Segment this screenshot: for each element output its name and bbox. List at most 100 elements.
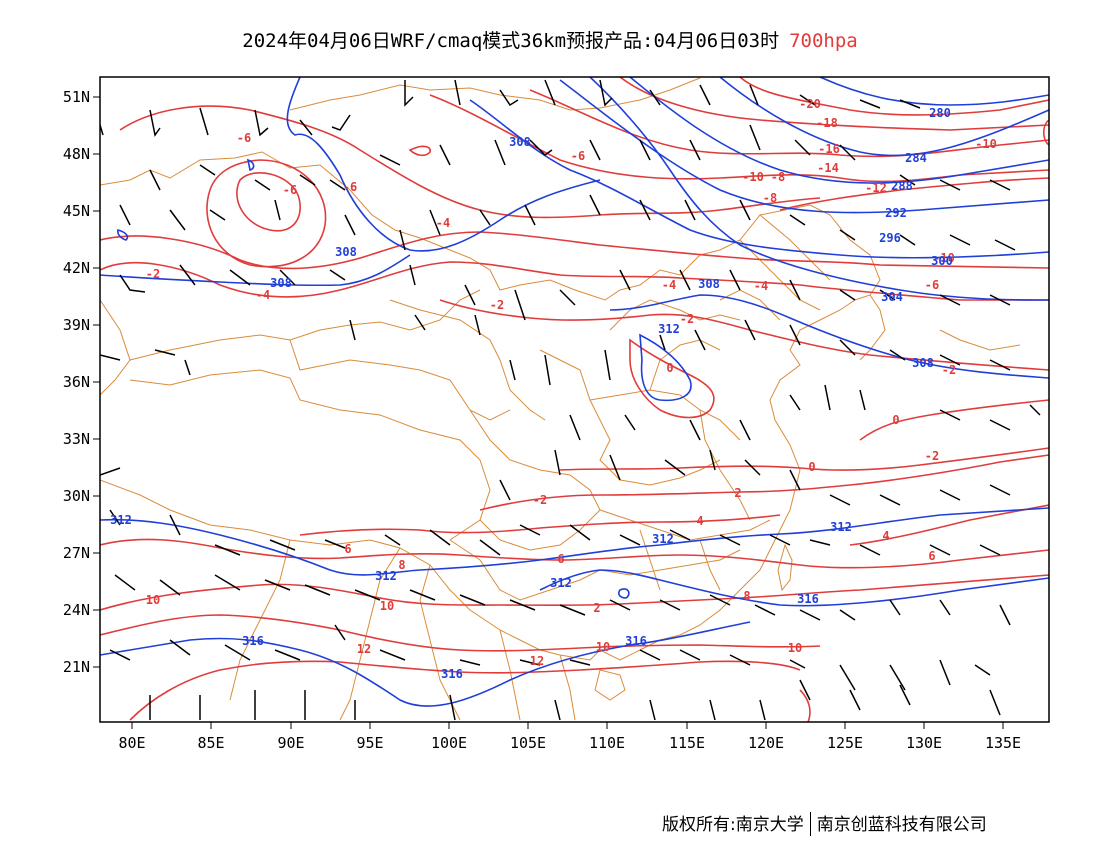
temperature-label: 10: [380, 599, 394, 613]
temperature-label: 6: [928, 549, 935, 563]
temperature-label: -2: [942, 363, 956, 377]
lat-label: 36N: [63, 373, 90, 391]
isotherm-line: [439, 299, 1049, 371]
height-label: 312: [110, 513, 132, 527]
height-label: 316: [441, 667, 463, 681]
height-label: 312: [550, 576, 572, 590]
temperature-label: -12: [865, 181, 887, 195]
wind-barbs: [100, 79, 1041, 721]
gansu-boundary: [389, 299, 546, 421]
lon-label: 95E: [356, 734, 383, 752]
height-line: [629, 77, 1049, 184]
wind-barb: [109, 624, 991, 691]
temperature-label: 8: [743, 589, 750, 603]
temperature-label: -6: [571, 149, 585, 163]
temperature-label: 12: [530, 654, 544, 668]
tibet-boundary: [129, 369, 491, 541]
lat-label: 42N: [63, 259, 90, 277]
y-axis-labels: 51N 48N 45N 42N 39N 36N 33N 30N 27N 24N …: [63, 88, 90, 676]
height-label: 308: [335, 245, 357, 259]
height-label: 308: [698, 277, 720, 291]
northeast-boundaries: [719, 214, 831, 321]
isotherm-line: [1042, 119, 1049, 146]
height-label: 296: [879, 231, 901, 245]
temperature-label: -4: [436, 216, 450, 230]
height-label: 308: [912, 356, 934, 370]
temperature-label: 0: [808, 460, 815, 474]
temperature-label: -8: [763, 191, 777, 205]
isotherm-line: [206, 159, 327, 268]
isotherm-line: [529, 89, 1049, 158]
lat-label: 39N: [63, 316, 90, 334]
wind-barb: [569, 384, 1041, 441]
temperature-label: 0: [892, 413, 899, 427]
lon-label: 105E: [510, 734, 546, 752]
axis-ticks: [93, 96, 1004, 729]
x-axis-labels: 80E 85E 90E 95E 100E 105E 110E 115E 120E…: [118, 734, 1021, 752]
temperature-label: 10: [146, 593, 160, 607]
taiwan-island: [777, 543, 793, 592]
lat-label: 24N: [63, 601, 90, 619]
height-line: [559, 79, 1049, 214]
temperature-label: -10: [975, 137, 997, 151]
temperature-contours: [100, 77, 1049, 722]
temperature-contour-labels: -20 -18 -16 -14 -12 -10 -10 -8 -8 -6 -6 …: [146, 97, 997, 668]
lon-label: 120E: [748, 734, 784, 752]
wind-barb: [149, 679, 1001, 721]
plot-frame: [99, 76, 1050, 723]
lat-label: 33N: [63, 430, 90, 448]
height-line: [117, 158, 255, 241]
hainan-island: [594, 669, 626, 701]
temperature-label: 2: [593, 601, 600, 615]
central-boundaries: [539, 299, 751, 521]
wind-barb: [149, 124, 1011, 191]
temperature-label: -4: [256, 288, 270, 302]
temperature-label: -6: [343, 180, 357, 194]
temperature-label: 10: [596, 640, 610, 654]
lat-label: 51N: [63, 88, 90, 106]
wind-barb: [100, 449, 1011, 506]
temperature-label: 4: [882, 529, 889, 543]
wind-barb: [109, 509, 1001, 556]
lon-label: 115E: [669, 734, 705, 752]
height-label: 316: [625, 634, 647, 648]
lon-label: 85E: [197, 734, 224, 752]
height-line: [539, 569, 1049, 607]
copyright-footer: 版权所有:南京大学 南京创蓝科技有限公司: [662, 810, 987, 836]
height-contours: [100, 77, 1049, 707]
height-line: [100, 254, 411, 287]
height-label: 300: [931, 254, 953, 268]
temperature-label: -2: [925, 449, 939, 463]
lon-label: 130E: [906, 734, 942, 752]
isotherm-line: [859, 399, 1049, 441]
wind-barb: [119, 264, 1011, 321]
lat-label: 30N: [63, 487, 90, 505]
lon-label: 110E: [589, 734, 625, 752]
height-label: 316: [797, 592, 819, 606]
lat-label: 27N: [63, 544, 90, 562]
lat-label: 45N: [63, 202, 90, 220]
wind-barb: [100, 314, 1011, 386]
height-label: 304: [881, 290, 903, 304]
temperature-label: -2: [533, 493, 547, 507]
isotherm-line: [408, 145, 432, 157]
temperature-label: 8: [398, 558, 405, 572]
sichuan-boundary: [469, 409, 601, 551]
temperature-label: -4: [662, 278, 676, 292]
isotherm-line: [479, 454, 1049, 511]
height-line: [100, 621, 751, 707]
height-label: 308: [270, 276, 292, 290]
lon-label: 135E: [985, 734, 1021, 752]
height-label: 284: [905, 151, 927, 165]
temperature-label: -2: [490, 298, 504, 312]
isotherm-line: [129, 660, 801, 721]
isotherm-line: [779, 177, 1049, 211]
isotherm-line: [629, 338, 715, 419]
height-line: [618, 588, 630, 599]
height-line: [609, 294, 1049, 379]
temperature-label: -6: [237, 131, 251, 145]
temperature-label: -18: [816, 116, 838, 130]
isotherm-line: [119, 105, 821, 219]
lon-label: 90E: [277, 734, 304, 752]
temperature-label: 2: [734, 486, 741, 500]
